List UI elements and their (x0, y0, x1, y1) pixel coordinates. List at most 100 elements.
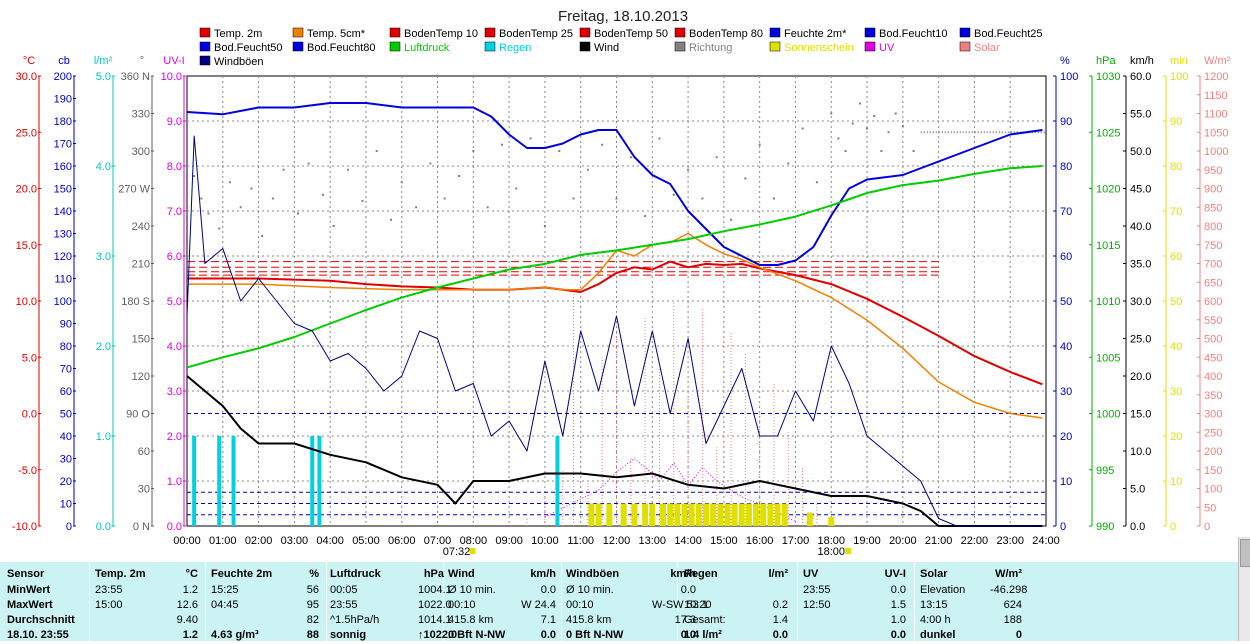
table-cell: 1022.0 (418, 599, 452, 611)
right-axis-tick: 20.0 (1130, 371, 1151, 383)
left-axis-tick: 3.0 (96, 251, 111, 263)
right-axis-tick: 0 (1170, 521, 1176, 533)
right-axis-tick: 850 (1204, 202, 1222, 214)
left-axis-tick: 330 (132, 109, 150, 121)
table-divider (914, 562, 915, 641)
sunshine-bar (631, 503, 638, 526)
right-axis-tick: 500 (1204, 334, 1222, 346)
table-cell: 9.40 (176, 614, 198, 626)
left-axis-tick: 200 (54, 71, 72, 83)
direction-point (815, 181, 818, 184)
left-axis-unit: cb (58, 55, 70, 67)
right-axis-tick: 800 (1204, 221, 1222, 233)
direction-point (375, 150, 378, 152)
x-axis-tick: 22:00 (961, 535, 989, 547)
right-axis-unit: W/m² (1204, 55, 1231, 67)
right-axis-unit: hPa (1096, 55, 1116, 67)
x-axis-tick: 09:00 (495, 535, 523, 547)
scrollbar-thumb[interactable] (1240, 539, 1250, 567)
table-cell: 1.0 (890, 614, 906, 626)
table-cell: 0 Bft N-NW (566, 629, 624, 641)
table-divider (89, 562, 90, 641)
right-axis-tick: 1020 (1096, 184, 1120, 196)
sunshine-bar (606, 503, 613, 526)
left-axis-tick: 150 (132, 334, 150, 346)
right-axis-tick: 995 (1096, 465, 1114, 477)
direction-point (586, 168, 589, 171)
table-cell: 23:55 (803, 584, 831, 596)
right-axis-tick: 100 (1060, 71, 1078, 83)
table-cell: 0 (1015, 629, 1022, 641)
x-axis-tick: 07:00 (424, 535, 452, 547)
table-cell: °C (185, 568, 198, 580)
left-axis-unit: l/m² (94, 55, 113, 67)
sunshine-bar (688, 503, 695, 526)
series-line (186, 375, 1043, 527)
right-axis-tick: 60 (1170, 251, 1182, 263)
x-axis-tick: 20:00 (889, 535, 917, 547)
table-cell: -46.298 (990, 584, 1028, 596)
table-row: 18.10. 23:55 1.2 4.63 g/m³ 88 sonnig ↑1022.0 0… (0, 629, 1238, 644)
right-axis-tick: 70 (1060, 206, 1072, 218)
direction-point (758, 143, 761, 146)
left-axis-tick: 210 (132, 259, 150, 271)
left-axis-tick: 180 S (121, 296, 150, 308)
direction-point (715, 156, 718, 159)
x-axis-tick: 19:00 (853, 535, 881, 547)
table-cell: Regen (684, 568, 718, 580)
left-axis-tick: 5.0 (96, 71, 111, 83)
legend-label: BodenTemp 80 (689, 28, 763, 40)
left-axis-tick: 20 (60, 476, 72, 488)
table-cell: 56 (306, 584, 319, 596)
legend-label: Sonnenschein (784, 42, 854, 54)
table-header-row: Sensor Temp. 2m °C Feuchte 2m% Luftdruck hPa W… (0, 568, 1238, 583)
x-axis-tick: 10:00 (531, 535, 559, 547)
direction-point (228, 181, 231, 184)
x-axis-tick: 11:00 (567, 535, 594, 547)
table-cell: 12.6 (176, 599, 198, 611)
left-axis-tick: 130 (54, 229, 72, 241)
right-axis-tick: 750 (1204, 240, 1222, 252)
weather-chart: Freitag, 18.10.2013 Temp. 2m Temp. 5cm* Bo… (12, 8, 1231, 558)
left-axis-tick: -5.0 (18, 465, 37, 477)
right-axis-tick: 10 (1170, 476, 1182, 488)
direction-point (193, 175, 196, 177)
table-cell: 0.0 (890, 629, 906, 641)
table-cell: Durchschnitt (7, 614, 75, 626)
table-cell: W 24.4 (521, 599, 556, 611)
legend-label: Solar (974, 42, 1000, 54)
table-cell: Solar (920, 568, 948, 580)
right-axis-tick: 100 (1170, 71, 1188, 83)
table-cell: 1004.1 (418, 584, 452, 596)
table-cell: W-SW 53.1 (652, 599, 709, 611)
direction-point (271, 197, 274, 200)
vertical-scrollbar[interactable] (1238, 537, 1250, 641)
direction-point (880, 150, 883, 152)
right-axis-tick: 1005 (1096, 352, 1120, 364)
x-axis-tick: 14:00 (674, 535, 702, 547)
table-cell: Gesamt: (684, 614, 726, 626)
legend-swatch (959, 27, 971, 38)
table-cell: 0.0 (680, 584, 696, 596)
plot-area (186, 102, 1046, 527)
right-axis-tick: 0.0 (1130, 521, 1145, 533)
legend-label: Bod.Feucht10 (879, 28, 948, 40)
direction-point (601, 143, 604, 146)
table-cell: 0.0 (680, 629, 696, 641)
table-row: Durchschnitt 9.40 82 ^1.5hPa/h 1014.1 415.8 k… (0, 614, 1238, 629)
left-axis-tick: 60 (60, 386, 72, 398)
table-cell: 1.4 (772, 614, 788, 626)
right-axis-tick: 0 (1060, 521, 1066, 533)
left-axis-tick: 5.0 (22, 352, 37, 364)
direction-point (390, 218, 393, 221)
left-axis-tick: 70 (60, 364, 72, 376)
direction-point (207, 212, 210, 215)
left-axis-unit: UV-I (163, 55, 184, 67)
table-cell: 95 (306, 599, 319, 611)
legend-swatch (199, 55, 211, 66)
direction-point (644, 215, 647, 217)
rain-bar (192, 436, 197, 526)
direction-point (515, 187, 518, 190)
direction-point (687, 168, 690, 171)
table-cell: UV-I (884, 568, 906, 580)
